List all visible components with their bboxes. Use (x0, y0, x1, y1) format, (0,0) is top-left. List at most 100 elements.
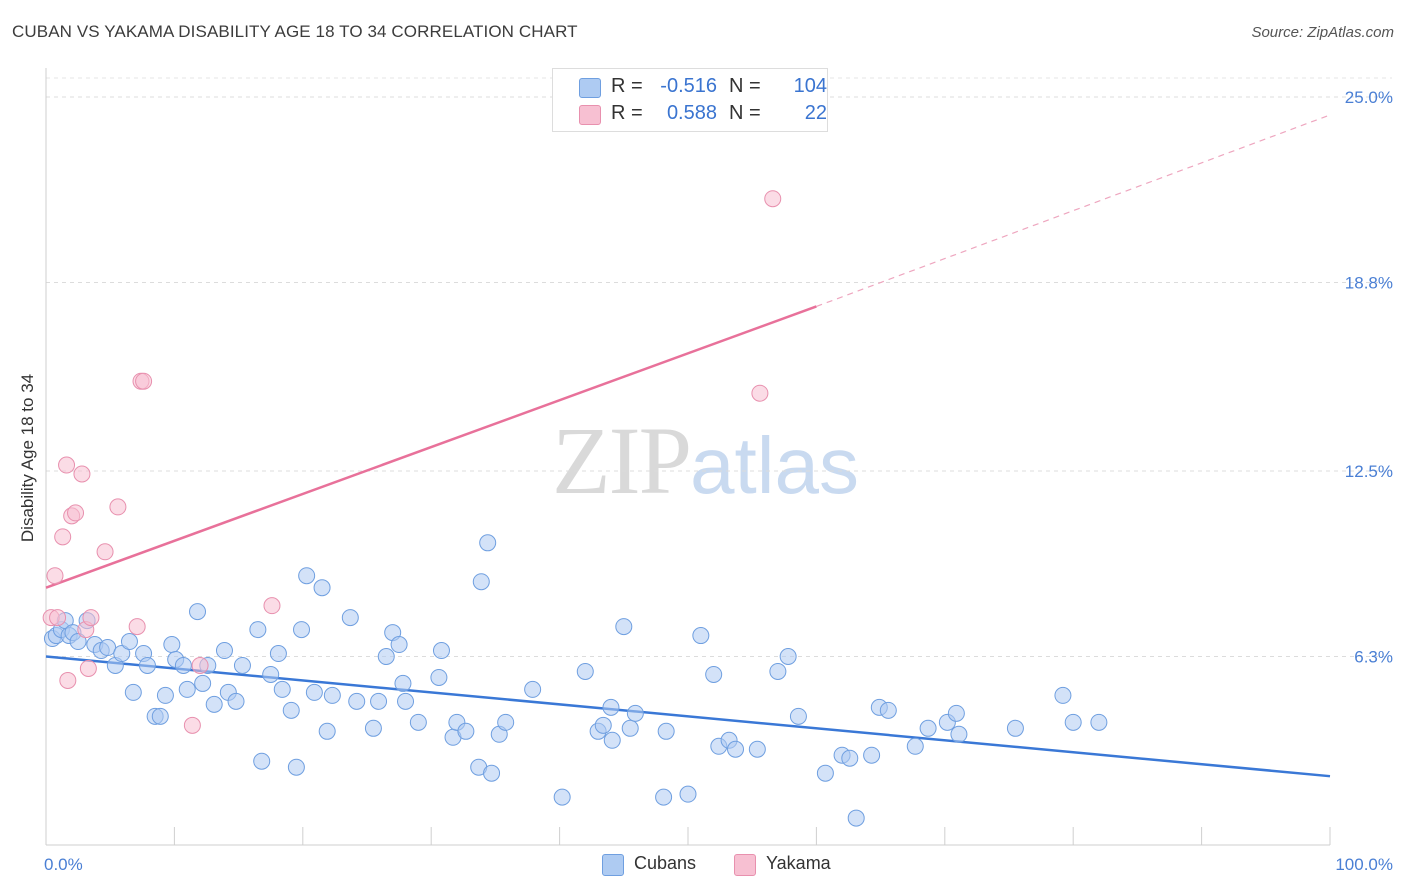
cubans-point (138, 656, 156, 674)
legend-label-cubans: Cubans (634, 853, 697, 873)
legend-n-label: N = (729, 75, 761, 97)
cubans-point (215, 642, 233, 660)
cubans-point (615, 618, 633, 636)
cubans-point (120, 633, 138, 651)
legend-n-value: 104 (793, 75, 827, 97)
yakama-point (54, 528, 72, 546)
y-axis-label: Disability Age 18 to 34 (18, 374, 37, 542)
cubans-point (287, 758, 305, 776)
cubans-point (205, 695, 223, 713)
cubans-point (253, 752, 271, 770)
cubans-point (524, 680, 542, 698)
cubans-point (679, 785, 697, 803)
cubans-point (479, 534, 497, 552)
cubans-point (341, 609, 359, 627)
cubans-point (318, 722, 336, 740)
cubans-point (394, 674, 412, 692)
cubans-point (816, 764, 834, 782)
yakama-point (58, 456, 76, 474)
watermark-atlas: atlas (690, 421, 859, 510)
cubans-point (603, 731, 621, 749)
cubans-point (457, 722, 475, 740)
cubans-point (906, 737, 924, 755)
cubans-point (841, 749, 859, 767)
cubans-point (409, 713, 427, 731)
cubans-point (233, 656, 251, 674)
legend-r-value: 0.588 (666, 102, 717, 124)
cubans-point (748, 740, 766, 758)
cubans-point (348, 692, 366, 710)
cubans-point (323, 686, 341, 704)
cubans-point (576, 662, 594, 680)
cubans-point (124, 683, 142, 701)
cubans-point (282, 701, 300, 719)
data-points (42, 190, 1108, 827)
yakama-point (82, 609, 100, 627)
cubans-point (249, 621, 267, 639)
legend-swatch-cubans (602, 854, 624, 876)
cubans-point (947, 704, 965, 722)
cubans-point (430, 668, 448, 686)
yakama-point (73, 465, 91, 483)
legend-r-label: R = (611, 75, 643, 97)
legend-label-yakama: Yakama (766, 853, 831, 873)
y-tick-label: 18.8% (1345, 274, 1393, 293)
cubans-point (69, 633, 87, 651)
cubans-point (594, 716, 612, 734)
cubans-point (769, 662, 787, 680)
cubans-point (364, 719, 382, 737)
cubans-point (262, 665, 280, 683)
axes (45, 68, 1331, 846)
yakama-point (49, 609, 67, 627)
cubans-point (879, 701, 897, 719)
legend-r-value: -0.516 (660, 75, 717, 97)
cubans-point (370, 692, 388, 710)
source-label: Source: ZipAtlas.com (1251, 24, 1394, 41)
cubans-point (194, 674, 212, 692)
cubans-point (789, 707, 807, 725)
watermark: ZIPatlas (552, 405, 859, 516)
cubans-point (163, 636, 181, 654)
yakama-point (109, 498, 127, 516)
cubans-point (483, 764, 501, 782)
legend-n-label: N = (729, 102, 761, 124)
yakama-point (135, 372, 153, 390)
tick-labels: 6.3% 12.5% 18.8% 25.0% 0.0% 100.0% Disability … (18, 88, 1393, 874)
cubans-point (727, 740, 745, 758)
cubans-point (1006, 719, 1024, 737)
cubans-point (657, 722, 675, 740)
yakama-point (191, 656, 209, 674)
cubans-point (305, 683, 323, 701)
yakama-point (46, 567, 64, 585)
series-legend: Cubans Yakama (0, 853, 1406, 879)
chart-title: CUBAN VS YAKAMA DISABILITY AGE 18 TO 34 … (12, 22, 578, 41)
cubans-point (692, 627, 710, 645)
cubans-point (621, 719, 639, 737)
cubans-point (1090, 713, 1108, 731)
grid-lines (46, 77, 1392, 658)
yakama-trend-extension (816, 114, 1331, 308)
legend-swatch-yakama (579, 105, 601, 125)
yakama-point (764, 190, 782, 208)
cubans-point (705, 665, 723, 683)
cubans-point (174, 656, 192, 674)
yakama-point (67, 504, 85, 522)
cubans-point (655, 788, 673, 806)
watermark-zip: ZIP (552, 407, 692, 514)
yakama-point (751, 384, 769, 402)
yakama-point (128, 618, 146, 636)
cubans-point (1054, 686, 1072, 704)
cubans-point (472, 573, 490, 591)
yakama-point (263, 597, 281, 615)
cubans-point (273, 680, 291, 698)
yakama-point (79, 659, 97, 677)
cubans-point (497, 713, 515, 731)
trend-lines (45, 114, 1331, 778)
yakama-point (59, 671, 77, 689)
stats-legend: R = -0.516 N = 104 R = 0.588 N = 22 (552, 68, 828, 132)
cubans-point (602, 698, 620, 716)
cubans-point (269, 645, 287, 663)
cubans-point (847, 809, 865, 827)
cubans-point (151, 707, 169, 725)
